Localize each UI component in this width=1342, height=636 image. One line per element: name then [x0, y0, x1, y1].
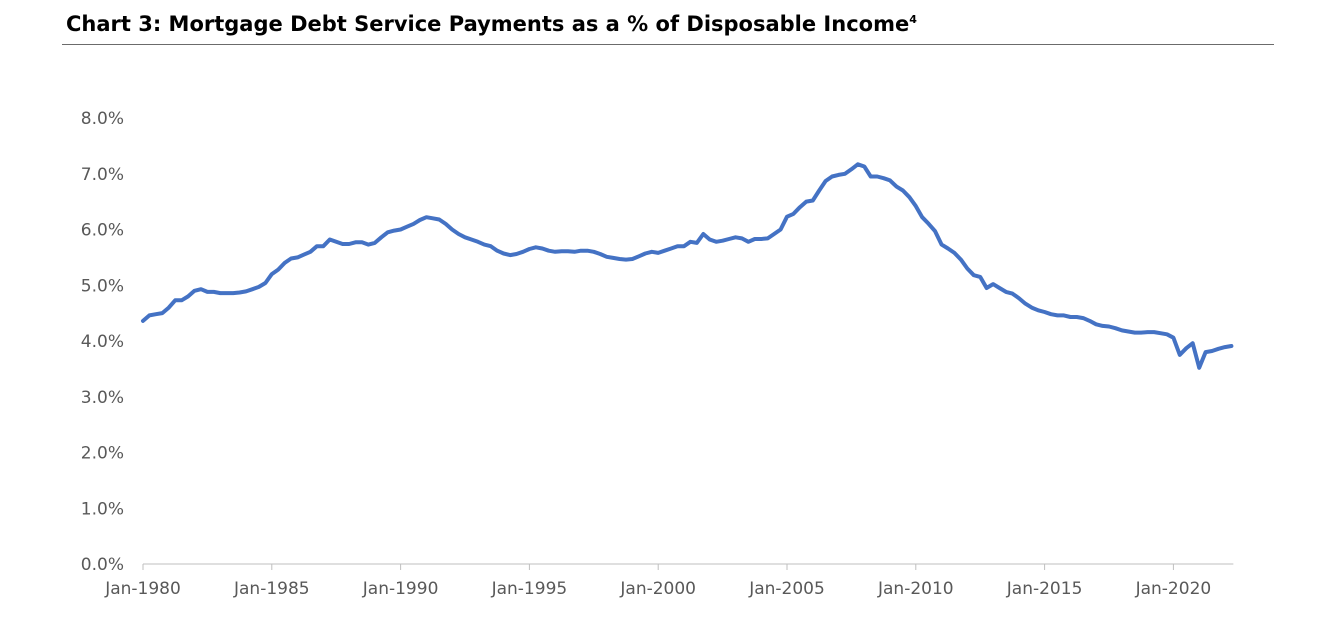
x-tick-label: Jan-2000 — [619, 579, 696, 599]
title-divider — [62, 44, 1274, 45]
x-tick-label: Jan-1985 — [233, 579, 310, 599]
y-tick-label: 1.0% — [81, 499, 124, 519]
series-group — [141, 162, 1234, 370]
y-axis-tick-labels: 0.0% 1.0% 2.0% 3.0% 4.0% 5.0% 6.0% 7.0% 8.0% — [81, 109, 124, 575]
x-tick-label: Jan-2010 — [877, 579, 954, 599]
x-axis-ticks: Jan-1980 Jan-1985 Jan-1990 Jan-1995 Jan-2000… — [104, 564, 1211, 599]
y-tick-label: 2.0% — [81, 444, 124, 464]
y-tick-label: 0.0% — [81, 555, 124, 575]
y-tick-label: 8.0% — [81, 109, 124, 129]
y-tick-label: 4.0% — [81, 332, 124, 352]
x-tick-label: Jan-2020 — [1135, 579, 1212, 599]
y-tick-label: 3.0% — [81, 388, 124, 408]
chart-title-block: Chart 3: Mortgage Debt Service Payments … — [66, 12, 917, 36]
y-tick-label: 5.0% — [81, 276, 124, 296]
series-line — [141, 162, 1234, 370]
x-tick-label: Jan-2015 — [1006, 579, 1083, 599]
x-tick-label: Jan-1995 — [491, 579, 568, 599]
chart-title: Chart 3: Mortgage Debt Service Payments … — [66, 12, 917, 36]
chart-title-text: Chart 3: Mortgage Debt Service Payments … — [66, 12, 910, 36]
y-tick-label: 7.0% — [81, 165, 124, 185]
chart-title-footnote: 4 — [909, 13, 917, 26]
x-tick-label: Jan-1980 — [104, 579, 181, 599]
x-tick-label: Jan-2005 — [748, 579, 825, 599]
y-tick-label: 6.0% — [81, 221, 124, 241]
x-tick-label: Jan-1990 — [362, 579, 439, 599]
